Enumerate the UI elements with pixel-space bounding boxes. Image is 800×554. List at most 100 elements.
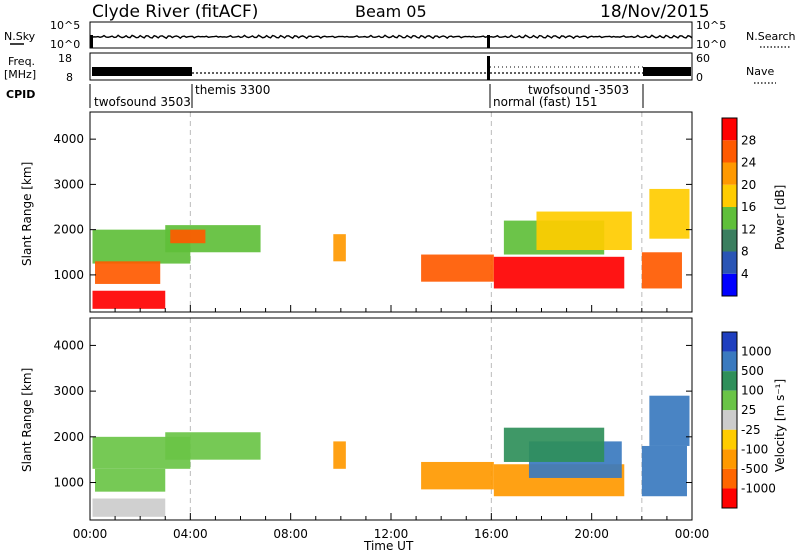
- power-colorbar-swatch: [722, 251, 737, 274]
- velocity-colorbar: 1000 500 100 25 -25 -100 -500 -1000: [721, 331, 776, 509]
- power-colorbar-tick: 12: [741, 222, 756, 236]
- time-axis-ticks: 00:00 04:00 08:00 12:00 16:00 20:00 00:00: [73, 527, 710, 541]
- velocity-colorbar-label: Velocity [m s⁻¹]: [773, 379, 787, 472]
- velocity-colorbar-tick: 100: [741, 384, 764, 398]
- velocity-ytick-label: 4000: [53, 338, 84, 352]
- velocity-colorbar-tick: 500: [741, 364, 764, 378]
- power-region: [421, 254, 494, 282]
- nave-label: Nave: [746, 65, 774, 78]
- velocity-region: [165, 432, 261, 460]
- power-colorbar-tick: 24: [741, 156, 756, 170]
- freq-band-twofsound-late: [643, 67, 691, 76]
- velocity-region: [421, 461, 494, 490]
- velocity-region: [503, 427, 605, 462]
- time-tick-label: 12:00: [374, 527, 409, 541]
- time-tick-label: 16:00: [474, 527, 509, 541]
- freq-band-twofsound: [92, 67, 192, 76]
- velocity-ylabel: Slant Range [km]: [20, 368, 34, 472]
- velocity-ytick-label: 1000: [53, 476, 84, 490]
- power-region: [641, 252, 682, 289]
- power-region: [333, 234, 346, 262]
- nsky-trace: [89, 34, 693, 40]
- time-tick-label: 20:00: [574, 527, 609, 541]
- time-tick-label: 08:00: [273, 527, 308, 541]
- power-colorbar-swatch: [722, 273, 737, 296]
- power-panel: 1000 2000 3000 4000: [53, 112, 693, 312]
- power-ytick-label: 4000: [53, 132, 84, 146]
- freq-panel-frame: [89, 52, 693, 81]
- cpid-segment-4: twofsound -3503: [528, 83, 629, 97]
- nsearch-label: N.Search: [746, 30, 796, 43]
- cpid-segment-3: normal (fast) 151: [493, 95, 597, 109]
- velocity-colorbar-frame: [721, 331, 738, 509]
- power-colorbar-tick: 20: [741, 178, 756, 192]
- power-colorbar-swatch: [722, 140, 737, 163]
- power-region: [170, 229, 206, 244]
- velocity-colorbar-swatch: [722, 449, 737, 469]
- freq-tick-top: 18: [58, 52, 72, 65]
- date-title: 18/Nov/2015: [600, 2, 710, 22]
- velocity-panel-frame: [89, 317, 693, 521]
- power-ytick-label: 2000: [53, 223, 84, 237]
- velocity-region: [649, 395, 690, 446]
- power-region: [92, 290, 166, 309]
- velocity-colorbar-tick: -100: [741, 442, 768, 456]
- power-colorbar-swatch: [722, 162, 737, 185]
- power-colorbar-label: Power [dB]: [773, 185, 787, 250]
- velocity-colorbar-swatch: [722, 390, 737, 411]
- power-colorbar-swatch: [722, 207, 737, 230]
- velocity-region: [641, 445, 687, 497]
- nsky-gap-marker-16h: [487, 35, 490, 48]
- velocity-panel: 1000 2000 3000 4000: [53, 318, 693, 520]
- nave-tick-bottom: 0: [696, 71, 703, 84]
- power-colorbar: 28 24 20 16 12 8 4: [721, 117, 756, 297]
- power-colorbar-swatch: [722, 118, 737, 141]
- time-tick-label: 00:00: [675, 527, 710, 541]
- power-region: [536, 211, 632, 251]
- nsky-panel-frame: [89, 21, 693, 49]
- time-tick-label: 00:00: [73, 527, 108, 541]
- power-panel-frame: [89, 111, 693, 313]
- time-axis-label: Time UT: [363, 539, 414, 553]
- nsky-label: N.Sky: [4, 30, 36, 43]
- power-ylabel: Slant Range [km]: [20, 162, 34, 266]
- velocity-ytick-label: 3000: [53, 384, 84, 398]
- power-colorbar-tick: 8: [741, 245, 749, 259]
- velocity-colorbar-tick: -500: [741, 462, 768, 476]
- velocity-colorbar-swatch: [722, 332, 737, 352]
- power-colorbar-tick: 28: [741, 133, 756, 147]
- power-colorbar-tick: 4: [741, 267, 749, 281]
- power-colorbar-swatch: [722, 229, 737, 252]
- cpid-label: CPID: [6, 88, 35, 101]
- station-title: Clyde River (fitACF): [92, 2, 258, 22]
- power-region: [649, 188, 690, 239]
- velocity-colorbar-swatch: [722, 429, 737, 450]
- velocity-colorbar-swatch: [722, 351, 737, 372]
- power-colorbar-swatch: [722, 184, 737, 207]
- nsearch-tick-bottom: 10^0: [696, 38, 726, 51]
- freq-gap-marker-16h: [487, 56, 490, 80]
- nsearch-tick-top: 10^5: [696, 19, 726, 32]
- velocity-colorbar-swatch: [722, 410, 737, 430]
- power-colorbar-frame: [721, 117, 738, 297]
- freq-tick-bottom: 8: [66, 71, 73, 84]
- power-region: [493, 256, 625, 289]
- velocity-colorbar-swatch: [722, 488, 737, 508]
- time-tick-label: 04:00: [173, 527, 208, 541]
- power-ytick-label: 3000: [53, 177, 84, 191]
- freq-label-1: Freq.: [8, 55, 35, 68]
- velocity-colorbar-tick: -25: [741, 423, 761, 437]
- velocity-region: [95, 468, 166, 492]
- beam-title: Beam 05: [355, 2, 427, 21]
- velocity-region: [92, 498, 166, 517]
- power-ytick-label: 1000: [53, 268, 84, 282]
- nsky-tick-bottom: 10^0: [50, 38, 80, 51]
- velocity-colorbar-tick: 25: [741, 403, 756, 417]
- nsky-tick-top: 10^5: [50, 19, 80, 32]
- nsky-gap-marker-start: [90, 35, 93, 48]
- power-colorbar-tick: 16: [741, 200, 756, 214]
- velocity-colorbar-tick: 1000: [741, 345, 772, 359]
- nave-tick-top: 60: [696, 52, 710, 65]
- power-region: [95, 261, 161, 284]
